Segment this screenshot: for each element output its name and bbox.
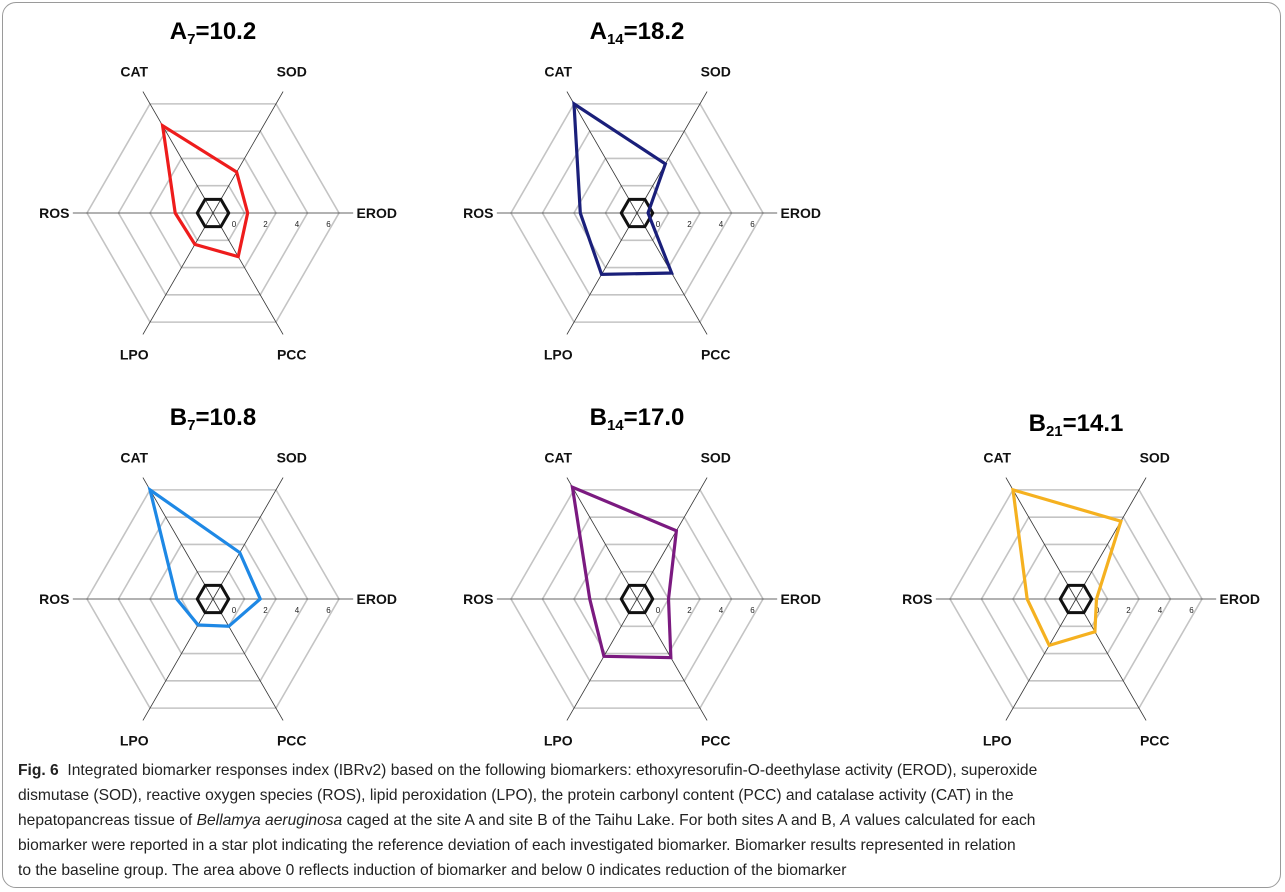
figure-caption: Fig. 6 Integrated biomarker responses in… xyxy=(18,758,1268,883)
axis-spoke xyxy=(1005,477,1077,600)
tick-label: 0 xyxy=(656,220,661,229)
zero-ring xyxy=(619,583,655,615)
axis-label-sod: SOD xyxy=(701,450,731,466)
axis-spoke xyxy=(1075,477,1147,600)
tick-label: 4 xyxy=(295,220,300,229)
axis-label-ros: ROS xyxy=(463,591,493,607)
axis-spoke xyxy=(1005,598,1077,721)
axis-label-cat: CAT xyxy=(120,450,148,466)
axis-label-erod: EROD xyxy=(781,591,821,607)
axis-spoke xyxy=(212,477,284,600)
series-polygon xyxy=(147,486,263,628)
axis-label-pcc: PCC xyxy=(1140,732,1170,748)
axis-label-cat: CAT xyxy=(544,64,572,80)
axis-label-erod: EROD xyxy=(357,591,397,607)
caption-line: dismutase (SOD), reactive oxygen species… xyxy=(18,787,1014,804)
axis-label-sod: SOD xyxy=(277,450,307,466)
tick-label: 0 xyxy=(656,606,661,615)
axis-label-lpo: LPO xyxy=(983,732,1012,748)
zero-ring xyxy=(195,197,231,229)
axis-label-sod: SOD xyxy=(277,64,307,80)
axis-spoke xyxy=(142,212,214,335)
axis-label-erod: EROD xyxy=(781,205,821,221)
chart-title: B7=10.8 xyxy=(169,404,257,434)
tick-label: 4 xyxy=(1158,606,1163,615)
axis-label-sod: SOD xyxy=(1140,450,1170,466)
axis-spoke xyxy=(142,91,214,214)
tick-label: 2 xyxy=(263,220,268,229)
caption-line: biomarker were reported in a star plot i… xyxy=(18,837,1016,854)
axis-label-pcc: PCC xyxy=(701,732,731,748)
series-polygon xyxy=(160,122,250,259)
axis-spoke xyxy=(142,598,214,721)
tick-label: 6 xyxy=(326,220,331,229)
axis-label-pcc: PCC xyxy=(277,346,307,362)
axis-spoke xyxy=(212,598,284,721)
radar-chart-b7: 0 2 4 6 SOD EROD PCC LPO ROS CAT xyxy=(39,450,397,749)
axis-label-ros: ROS xyxy=(463,205,493,221)
axis-label-lpo: LPO xyxy=(544,732,573,748)
axis-label-ros: ROS xyxy=(39,591,69,607)
axis-label-lpo: LPO xyxy=(120,732,149,748)
axis-label-lpo: LPO xyxy=(120,346,149,362)
axis-spoke xyxy=(212,212,284,335)
tick-label: 2 xyxy=(1126,606,1131,615)
axis-label-sod: SOD xyxy=(701,64,731,80)
axis-label-erod: EROD xyxy=(1220,591,1260,607)
axis-label-cat: CAT xyxy=(544,450,572,466)
tick-label: 4 xyxy=(295,606,300,615)
tick-label: 6 xyxy=(750,220,755,229)
axis-label-cat: CAT xyxy=(120,64,148,80)
chart-title: A14=18.2 xyxy=(589,18,685,48)
radar-panel-b7: B7=10.8 0 2 4 6 SOD EROD PCC LPO ROS CAT xyxy=(3,404,423,794)
series-polygon xyxy=(1011,487,1123,648)
tick-label: 2 xyxy=(263,606,268,615)
radar-panel-a14: A14=18.2 0 2 4 6 SOD EROD PCC LPO ROS CAT xyxy=(427,18,847,408)
axis-spoke xyxy=(636,91,708,214)
chart-title: B14=17.0 xyxy=(589,404,685,434)
radar-panel-a7: A7=10.2 0 2 4 6 SOD EROD PCC LPO ROS CAT xyxy=(3,18,423,408)
axis-label-pcc: PCC xyxy=(701,346,731,362)
figure-label: Fig. 6 xyxy=(18,762,59,779)
axis-label-ros: ROS xyxy=(39,205,69,221)
axis-spoke xyxy=(636,477,708,600)
tick-label: 0 xyxy=(232,220,237,229)
tick-label: 0 xyxy=(232,606,237,615)
chart-title: B21=14.1 xyxy=(1028,410,1124,440)
axis-label-pcc: PCC xyxy=(277,732,307,748)
axis-spoke xyxy=(566,477,638,600)
caption-line: Fig. 6 Integrated biomarker responses in… xyxy=(18,762,1038,779)
radar-panel-b21: B21=14.1 0 2 4 6 SOD EROD PCC LPO ROS CAT xyxy=(866,404,1285,794)
axis-label-erod: EROD xyxy=(357,205,397,221)
zero-ring xyxy=(619,197,655,229)
tick-label: 4 xyxy=(719,606,724,615)
axis-spoke xyxy=(566,598,638,721)
axis-spoke xyxy=(212,91,284,214)
axis-spoke xyxy=(1075,598,1147,721)
radar-chart-a14: 0 2 4 6 SOD EROD PCC LPO ROS CAT xyxy=(463,64,821,363)
tick-label: 6 xyxy=(326,606,331,615)
zero-ring xyxy=(195,583,231,615)
axis-label-lpo: LPO xyxy=(544,346,573,362)
caption-line: to the baseline group. The area above 0 … xyxy=(18,862,847,879)
tick-label: 2 xyxy=(687,606,692,615)
tick-label: 4 xyxy=(719,220,724,229)
tick-label: 6 xyxy=(750,606,755,615)
radar-chart-a7: 0 2 4 6 SOD EROD PCC LPO ROS CAT xyxy=(39,64,397,363)
radar-chart-b14: 0 2 4 6 SOD EROD PCC LPO ROS CAT xyxy=(463,450,821,749)
tick-label: 2 xyxy=(687,220,692,229)
caption-line: hepatopancreas tissue of Bellamya aerugi… xyxy=(18,812,1036,829)
radar-panel-b14: B14=17.0 0 2 4 6 SOD EROD PCC LPO ROS CAT xyxy=(427,404,847,794)
axis-label-cat: CAT xyxy=(983,450,1011,466)
axis-spoke xyxy=(142,477,214,600)
chart-title: A7=10.2 xyxy=(169,18,257,48)
axis-spoke xyxy=(636,598,708,721)
axis-label-ros: ROS xyxy=(902,591,932,607)
zero-ring xyxy=(1058,583,1094,615)
tick-label: 6 xyxy=(1189,606,1194,615)
axis-spoke xyxy=(566,91,638,214)
